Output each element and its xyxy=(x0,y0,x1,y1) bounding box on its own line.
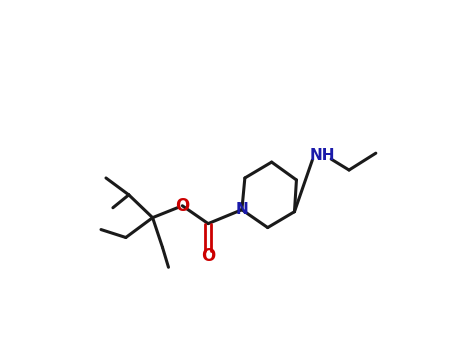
Text: NH: NH xyxy=(309,148,335,163)
Text: O: O xyxy=(175,197,189,215)
Text: N: N xyxy=(236,202,248,217)
Text: O: O xyxy=(201,247,215,265)
